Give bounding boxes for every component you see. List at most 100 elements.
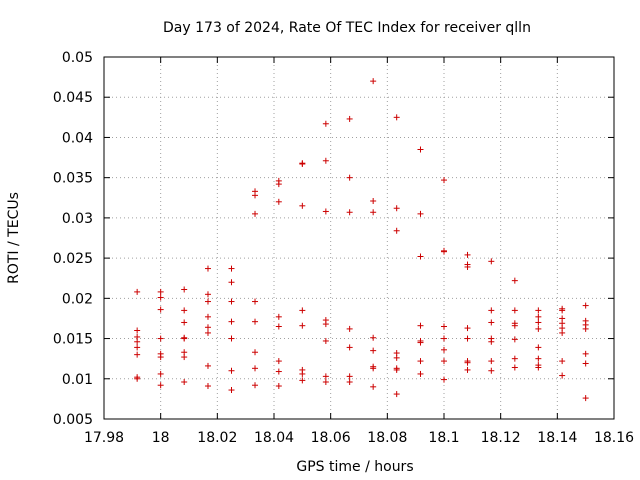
data-point — [252, 192, 259, 199]
y-tick-label: 0.005 — [53, 412, 93, 428]
y-axis-label: ROTI / TECUs — [6, 192, 22, 284]
data-point — [322, 157, 329, 164]
data-point — [393, 391, 400, 398]
data-point — [464, 325, 471, 332]
data-point — [464, 263, 471, 270]
data-point — [228, 367, 235, 374]
data-point — [299, 202, 306, 209]
data-point — [181, 286, 188, 293]
data-point — [181, 307, 188, 314]
data-point — [417, 339, 424, 346]
data-point — [393, 227, 400, 234]
x-tick-label: 17.98 — [84, 430, 124, 446]
data-point — [228, 335, 235, 342]
x-tick-label: 18 — [152, 430, 170, 446]
data-point — [535, 325, 542, 332]
data-point — [393, 354, 400, 361]
data-point — [275, 358, 282, 365]
data-point — [275, 313, 282, 320]
y-tick-label: 0.05 — [62, 50, 93, 66]
data-point — [582, 325, 589, 332]
x-tick-label: 18.1 — [428, 430, 459, 446]
data-point — [204, 313, 211, 320]
data-point — [441, 177, 447, 184]
data-point — [582, 395, 589, 402]
data-point — [134, 327, 141, 334]
axis-ticks — [103, 56, 615, 420]
data-point — [134, 375, 141, 382]
data-points — [134, 78, 589, 402]
data-point — [441, 358, 447, 365]
data-point — [204, 265, 211, 272]
data-point — [370, 334, 377, 341]
data-point — [157, 382, 164, 389]
data-point — [181, 354, 188, 361]
data-point — [275, 181, 282, 188]
data-point — [393, 205, 400, 212]
data-point — [157, 354, 164, 361]
data-point — [252, 210, 259, 217]
data-point — [535, 344, 542, 351]
data-point — [252, 349, 259, 356]
x-tick-label: 18.02 — [197, 430, 237, 446]
grid-lines — [104, 57, 614, 419]
data-point — [346, 115, 353, 122]
data-point — [464, 251, 471, 258]
data-point — [228, 298, 235, 305]
data-point — [441, 346, 447, 353]
x-tick-label: 18.16 — [594, 430, 634, 446]
data-point — [488, 367, 495, 374]
data-point — [157, 294, 164, 301]
data-point — [346, 378, 353, 385]
data-point — [322, 321, 329, 328]
data-point — [228, 279, 235, 286]
data-point — [582, 302, 589, 309]
data-point — [417, 370, 424, 377]
data-point — [299, 370, 306, 377]
x-tick-label: 18.04 — [254, 430, 294, 446]
data-point — [228, 387, 235, 394]
data-point — [441, 376, 447, 383]
data-point — [488, 338, 495, 345]
data-point — [275, 198, 282, 205]
data-point — [559, 307, 566, 314]
y-tick-label: 0.02 — [62, 291, 93, 307]
data-point — [134, 338, 141, 345]
data-point — [417, 146, 424, 153]
y-tick-label: 0.04 — [62, 130, 93, 146]
data-point — [370, 365, 377, 372]
plot-frame — [103, 56, 615, 420]
x-tick-label: 18.06 — [311, 430, 351, 446]
x-tick-labels: 17.98 18 18.02 18.04 18.06 18.08 18.1 18.12 18.1… — [84, 430, 634, 446]
data-point — [511, 336, 518, 343]
data-point — [299, 322, 306, 329]
data-point — [252, 365, 259, 372]
data-point — [393, 114, 400, 121]
data-point — [204, 291, 211, 298]
data-point — [393, 366, 400, 373]
data-point — [417, 322, 424, 329]
data-point — [441, 323, 447, 330]
data-point — [252, 298, 259, 305]
data-point — [370, 197, 377, 204]
x-axis-label: GPS time / hours — [296, 459, 413, 475]
data-point — [417, 253, 424, 260]
data-point — [322, 373, 329, 380]
data-point — [157, 288, 164, 295]
data-point — [346, 209, 353, 216]
data-point — [464, 366, 471, 373]
data-point — [511, 277, 518, 284]
data-point — [370, 209, 377, 216]
data-point — [511, 355, 518, 362]
data-point — [511, 307, 518, 314]
data-point — [488, 258, 495, 265]
data-point — [134, 288, 141, 295]
data-point — [370, 347, 377, 354]
x-tick-label: 18.08 — [367, 430, 407, 446]
data-point — [157, 335, 164, 342]
data-point — [204, 324, 211, 331]
data-point — [535, 319, 542, 326]
x-tick-label: 18.12 — [481, 430, 521, 446]
y-tick-label: 0.01 — [62, 372, 93, 388]
